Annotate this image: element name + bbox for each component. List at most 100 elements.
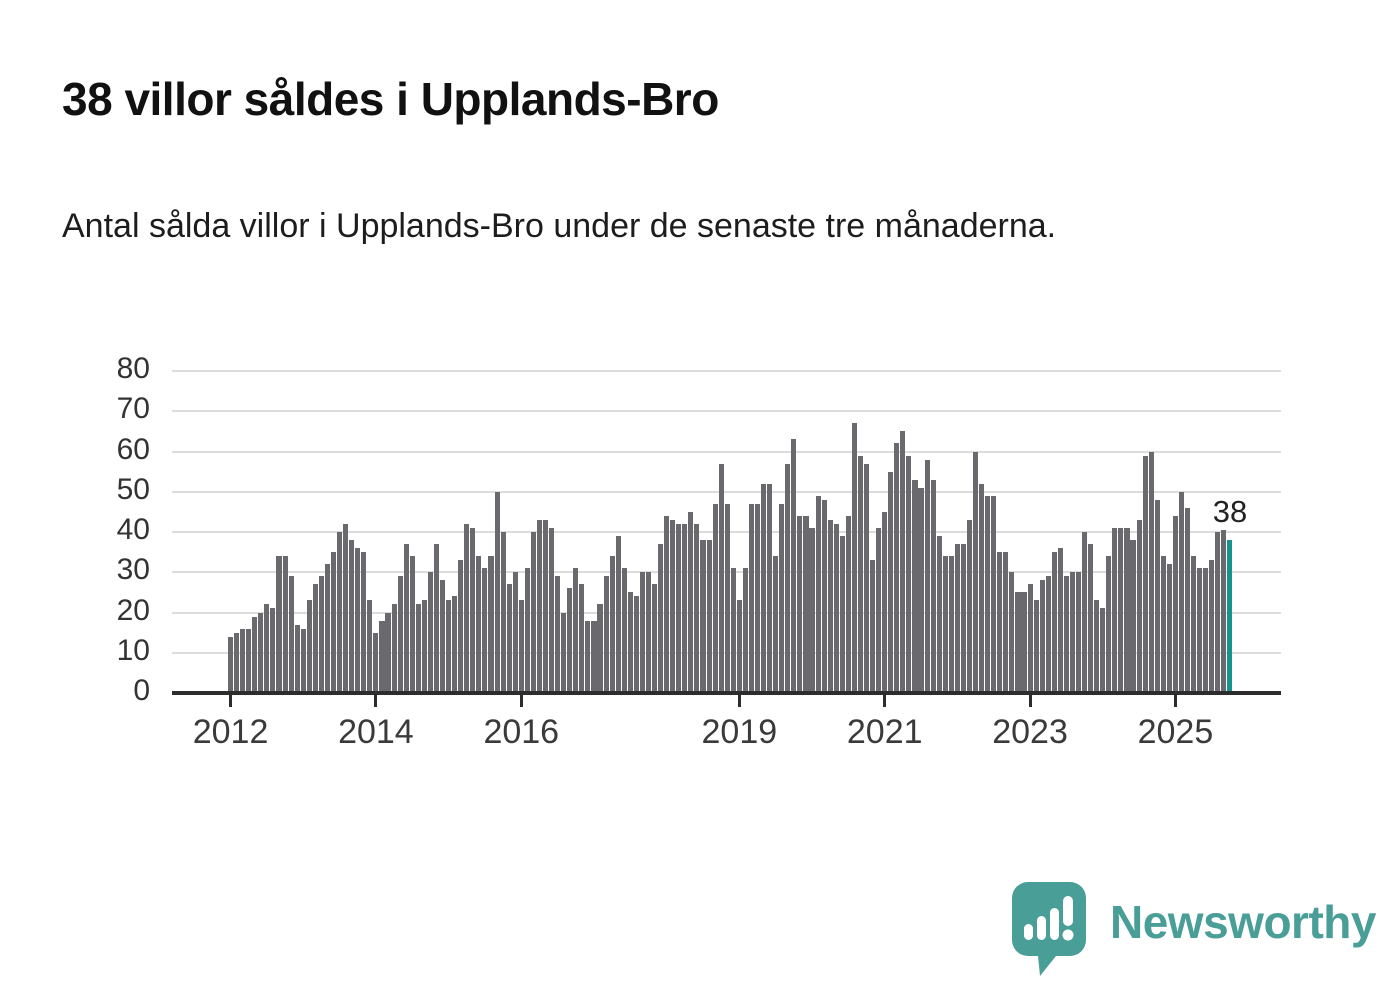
x-tick-label-2019: 2019 [701, 713, 778, 751]
bar [1075, 572, 1082, 693]
bar [942, 556, 948, 693]
bar [991, 495, 997, 693]
bar [246, 628, 252, 693]
bar [985, 495, 991, 693]
bar [343, 523, 349, 693]
bar [706, 540, 712, 693]
bar [1094, 600, 1100, 693]
x-tick-2021 [883, 695, 887, 707]
page-title: 38 villor såldes i Upplands-Bro [62, 73, 719, 125]
bar [609, 556, 615, 693]
bar [324, 564, 330, 693]
bar [312, 584, 318, 693]
bar [997, 552, 1003, 693]
bar [1069, 572, 1076, 693]
bar [1142, 455, 1148, 693]
bar [670, 519, 676, 693]
bar [1057, 548, 1063, 693]
bar [1021, 592, 1027, 693]
bar [791, 439, 797, 693]
bar [258, 612, 264, 693]
bar [948, 556, 954, 693]
bar [1033, 600, 1039, 693]
bar [1172, 515, 1178, 693]
bar [579, 584, 585, 693]
bar [730, 568, 736, 693]
bar [870, 560, 876, 693]
x-tick-label-2025: 2025 [1137, 713, 1214, 751]
bar [1209, 560, 1215, 693]
bar [1009, 572, 1015, 693]
bar [833, 523, 839, 693]
bar [470, 527, 476, 693]
bar [845, 515, 851, 693]
gridline-60 [172, 450, 1281, 453]
bar [621, 568, 627, 693]
bar [779, 503, 785, 693]
y-tick-label-70: 70 [116, 392, 150, 426]
bar [694, 523, 700, 693]
bar [979, 483, 985, 693]
bar [1082, 532, 1088, 693]
bar [1106, 556, 1112, 693]
bar [1045, 576, 1051, 693]
x-tick-2014 [374, 695, 378, 707]
y-tick-label-40: 40 [116, 513, 150, 546]
bar-chart-plot: 0 10 20 30 40 50 60 70 80 2012 2014 2016 2019 2021 20… [117, 352, 1281, 751]
bar [542, 519, 549, 693]
bar [821, 499, 827, 693]
y-tick-label-10: 10 [116, 633, 150, 667]
y-tick-label-60: 60 [116, 432, 150, 466]
gridline-80 [172, 370, 1281, 372]
bar [294, 624, 300, 693]
bar [1124, 527, 1130, 693]
bar [421, 600, 427, 693]
bar [906, 455, 912, 693]
bar [330, 552, 337, 693]
bar [536, 519, 542, 693]
bar [270, 608, 276, 693]
bar-current-highlight [1227, 540, 1233, 693]
bar [1166, 564, 1172, 693]
bar [1221, 527, 1227, 693]
bar [839, 536, 845, 693]
bar [476, 556, 482, 693]
bar [1203, 568, 1209, 693]
bar [500, 532, 506, 693]
bar [300, 628, 306, 693]
bar [773, 556, 779, 693]
bar [530, 532, 536, 693]
x-tick-2012 [229, 695, 233, 707]
bar [615, 536, 621, 693]
chart-subtitle: Antal sålda villor i Upplands-Bro under … [62, 207, 1057, 245]
bar [1088, 544, 1094, 693]
bar [1027, 584, 1033, 693]
newsworthy-bubble-icon [1012, 882, 1086, 976]
bar [1112, 527, 1118, 693]
bar [355, 548, 361, 693]
bar [918, 487, 924, 693]
bar [234, 632, 240, 693]
bar [809, 527, 815, 693]
bar [761, 483, 767, 693]
bar [464, 523, 470, 693]
bar [573, 568, 579, 693]
bar [754, 503, 761, 693]
bar [228, 636, 234, 693]
bar [930, 479, 936, 693]
bar [664, 515, 670, 693]
gridline-50 [172, 490, 1281, 493]
bar [1063, 576, 1069, 693]
bar [682, 523, 688, 693]
y-tick-label-30: 30 [116, 553, 150, 587]
bar [1185, 507, 1191, 693]
newsworthy-logo: Newsworthy [1010, 880, 1376, 978]
y-tick-label-0: 0 [133, 674, 150, 707]
bar [645, 572, 652, 693]
bar [785, 463, 791, 693]
bar [306, 600, 312, 693]
bar [415, 604, 421, 693]
x-tick-2019 [737, 695, 741, 707]
bar [724, 503, 730, 693]
bar [379, 620, 385, 693]
